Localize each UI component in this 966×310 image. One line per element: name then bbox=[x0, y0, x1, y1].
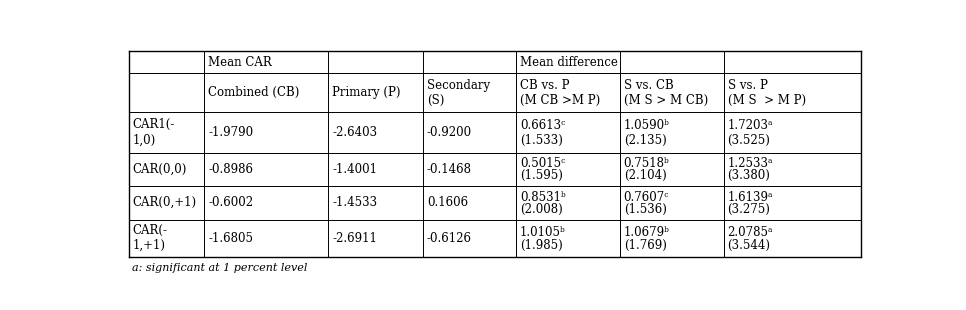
Text: 0.8531ᵇ: 0.8531ᵇ bbox=[520, 191, 566, 204]
Text: (2.104): (2.104) bbox=[624, 169, 667, 182]
Text: -1.4001: -1.4001 bbox=[332, 163, 378, 176]
Text: (1.536): (1.536) bbox=[624, 203, 667, 216]
Text: CAR(0,+1): CAR(0,+1) bbox=[132, 196, 196, 209]
Text: S vs. CB
(M S > M CB): S vs. CB (M S > M CB) bbox=[624, 79, 708, 107]
Text: 1.0679ᵇ: 1.0679ᵇ bbox=[624, 226, 669, 239]
Text: a: significant at 1 percent level: a: significant at 1 percent level bbox=[132, 263, 308, 273]
Text: 2.0785ᵃ: 2.0785ᵃ bbox=[727, 226, 773, 239]
Text: 1.2533ᵃ: 1.2533ᵃ bbox=[727, 157, 773, 170]
Text: (3.275): (3.275) bbox=[727, 203, 771, 216]
Text: (1.985): (1.985) bbox=[520, 239, 562, 252]
Text: 0.6613ᶜ: 0.6613ᶜ bbox=[520, 119, 565, 132]
Text: CB vs. P
(M CB >M P): CB vs. P (M CB >M P) bbox=[520, 79, 600, 107]
Text: -1.9790: -1.9790 bbox=[209, 126, 253, 139]
Text: CAR(0,0): CAR(0,0) bbox=[132, 163, 186, 176]
Text: -0.6002: -0.6002 bbox=[209, 196, 253, 209]
Text: -0.1468: -0.1468 bbox=[427, 163, 471, 176]
Text: 1.0105ᵇ: 1.0105ᵇ bbox=[520, 226, 566, 239]
Text: (2.008): (2.008) bbox=[520, 203, 562, 216]
Text: Mean CAR: Mean CAR bbox=[209, 56, 272, 69]
Text: -2.6403: -2.6403 bbox=[332, 126, 378, 139]
Text: (3.544): (3.544) bbox=[727, 239, 771, 252]
Text: -0.8986: -0.8986 bbox=[209, 163, 253, 176]
Text: Primary (P): Primary (P) bbox=[332, 86, 401, 99]
Text: (2.135): (2.135) bbox=[624, 134, 667, 147]
Text: S vs. P
(M S  > M P): S vs. P (M S > M P) bbox=[727, 79, 806, 107]
Text: -1.6805: -1.6805 bbox=[209, 232, 253, 245]
Text: 0.7518ᵇ: 0.7518ᵇ bbox=[624, 157, 669, 170]
Text: (1.595): (1.595) bbox=[520, 169, 563, 182]
Text: 1.6139ᵃ: 1.6139ᵃ bbox=[727, 191, 773, 204]
Text: CAR1(-
1,0): CAR1(- 1,0) bbox=[132, 118, 175, 146]
Text: 0.7607ᶜ: 0.7607ᶜ bbox=[624, 191, 669, 204]
Text: -1.4533: -1.4533 bbox=[332, 196, 378, 209]
Text: -0.6126: -0.6126 bbox=[427, 232, 471, 245]
Text: 0.5015ᶜ: 0.5015ᶜ bbox=[520, 157, 565, 170]
Text: -2.6911: -2.6911 bbox=[332, 232, 377, 245]
Text: (3.525): (3.525) bbox=[727, 134, 771, 147]
Text: Mean difference: Mean difference bbox=[520, 56, 617, 69]
Text: (1.769): (1.769) bbox=[624, 239, 667, 252]
Text: (3.380): (3.380) bbox=[727, 169, 771, 182]
Text: CAR(-
1,+1): CAR(- 1,+1) bbox=[132, 224, 167, 252]
Text: 1.0590ᵇ: 1.0590ᵇ bbox=[624, 119, 669, 132]
Text: -0.9200: -0.9200 bbox=[427, 126, 472, 139]
Text: Combined (CB): Combined (CB) bbox=[209, 86, 299, 99]
Text: (1.533): (1.533) bbox=[520, 134, 563, 147]
Text: Secondary
(S): Secondary (S) bbox=[427, 79, 490, 107]
Text: 1.7203ᵃ: 1.7203ᵃ bbox=[727, 119, 773, 132]
Text: 0.1606: 0.1606 bbox=[427, 196, 468, 209]
